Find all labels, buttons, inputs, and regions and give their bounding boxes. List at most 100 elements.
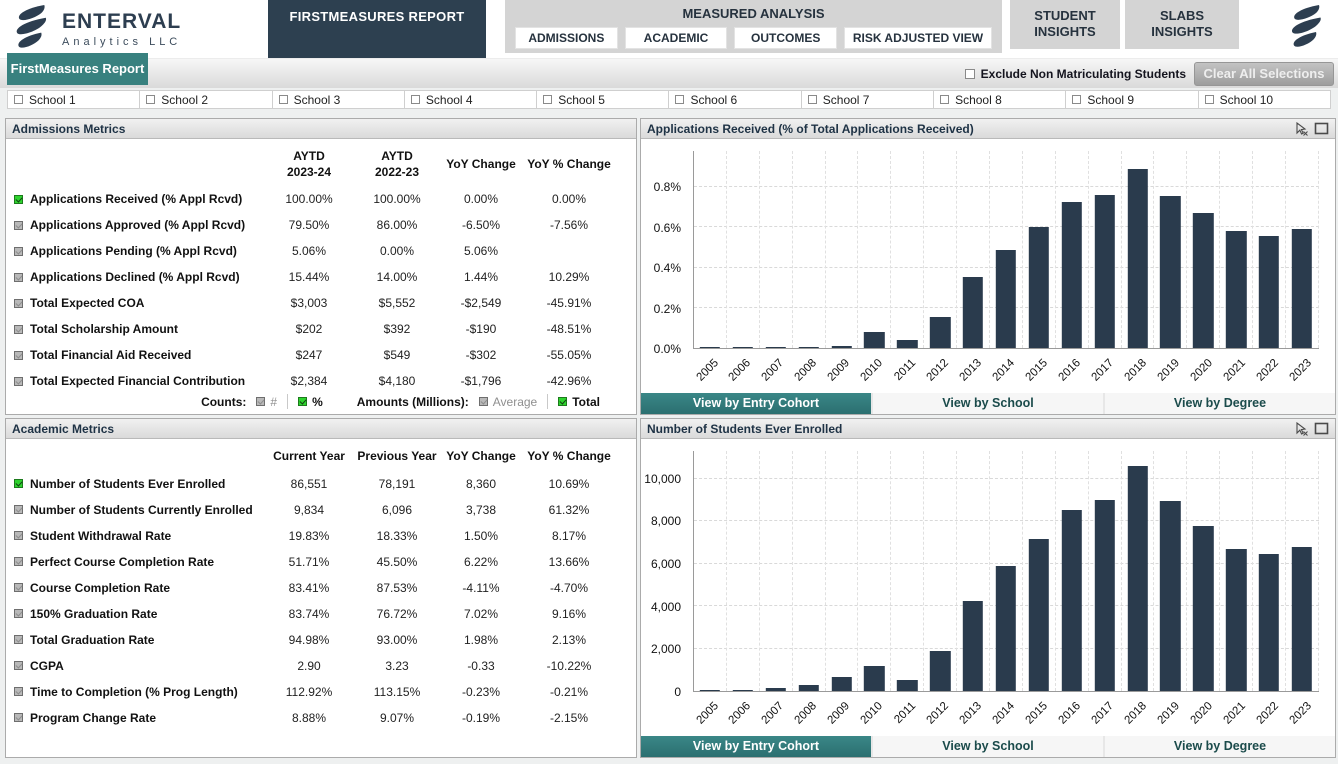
bar[interactable]	[831, 677, 852, 691]
bar[interactable]	[962, 276, 984, 348]
school-filter-item[interactable]: School 3	[271, 90, 405, 109]
bar[interactable]	[995, 249, 1017, 348]
lasso-select-icon[interactable]	[1294, 421, 1310, 436]
bar[interactable]	[798, 347, 819, 348]
bar[interactable]	[1094, 499, 1115, 691]
exclude-non-matriculating-checkbox[interactable]	[964, 69, 975, 79]
bar[interactable]	[699, 347, 721, 348]
school-checkbox[interactable]	[675, 95, 685, 104]
school-checkbox[interactable]	[1204, 95, 1214, 104]
view-by-button-view-by-entry-cohort[interactable]: View by Entry Cohort	[641, 393, 871, 414]
bar[interactable]	[765, 688, 786, 691]
school-checkbox[interactable]	[1072, 95, 1082, 104]
subtab-admissions[interactable]: ADMISSIONS	[515, 27, 618, 49]
bar[interactable]	[1193, 213, 1214, 348]
view-by-button-view-by-school[interactable]: View by School	[873, 736, 1103, 757]
school-checkbox[interactable]	[146, 95, 156, 104]
metric-checkbox[interactable]	[14, 531, 23, 541]
metric-checkbox[interactable]	[14, 194, 23, 204]
bar[interactable]	[1061, 510, 1082, 691]
bar[interactable]	[699, 689, 721, 691]
metric-checkbox[interactable]	[14, 661, 23, 671]
metric-checkbox[interactable]	[14, 350, 23, 360]
school-filter-item[interactable]: School 6	[668, 90, 802, 109]
bar[interactable]	[864, 665, 885, 691]
school-checkbox[interactable]	[14, 95, 23, 104]
school-filter-item[interactable]: School 2	[139, 90, 273, 109]
bar[interactable]	[1291, 229, 1313, 348]
metric-checkbox[interactable]	[14, 635, 23, 645]
bar[interactable]	[1193, 526, 1214, 691]
metric-checkbox[interactable]	[14, 324, 23, 334]
tab-slabs-insights[interactable]: SLABS INSIGHTS	[1125, 0, 1239, 49]
footer-option-checkbox[interactable]	[256, 397, 266, 407]
subtab-academic[interactable]: ACADEMIC	[624, 27, 728, 49]
bar[interactable]	[929, 650, 951, 691]
bar[interactable]	[1127, 169, 1148, 348]
school-filter-item[interactable]: School 4	[403, 90, 538, 109]
bar[interactable]	[1291, 546, 1313, 691]
maximize-icon[interactable]	[1314, 422, 1329, 435]
bar[interactable]	[765, 347, 786, 348]
bar[interactable]	[1160, 500, 1181, 691]
bar[interactable]	[1127, 465, 1148, 691]
metric-checkbox[interactable]	[14, 609, 23, 619]
bar[interactable]	[831, 346, 852, 348]
metric-checkbox[interactable]	[14, 557, 23, 567]
bar[interactable]	[864, 331, 885, 348]
school-filter-item[interactable]: School 8	[933, 90, 1067, 109]
metric-checkbox[interactable]	[14, 298, 23, 308]
school-filter-item[interactable]: School 10	[1197, 90, 1331, 109]
bar[interactable]	[1225, 548, 1247, 691]
bar[interactable]	[962, 600, 984, 691]
bar[interactable]	[732, 347, 754, 348]
bar[interactable]	[732, 689, 754, 691]
footer-option-checkbox[interactable]	[298, 397, 308, 407]
footer-option-checkbox[interactable]	[558, 397, 568, 407]
bar[interactable]	[1061, 202, 1082, 348]
view-by-button-view-by-degree[interactable]: View by Degree	[1105, 736, 1335, 757]
school-filter-item[interactable]: School 7	[800, 90, 935, 109]
bar[interactable]	[1258, 554, 1280, 691]
firstmeasures-report-button[interactable]: FirstMeasures Report	[7, 53, 148, 85]
metric-checkbox[interactable]	[14, 479, 23, 489]
school-checkbox[interactable]	[940, 95, 950, 104]
school-filter-item[interactable]: School 9	[1065, 90, 1199, 109]
bar[interactable]	[1225, 231, 1247, 348]
bar[interactable]	[1028, 539, 1050, 691]
view-by-button-view-by-school[interactable]: View by School	[873, 393, 1103, 414]
bar[interactable]	[1028, 227, 1050, 348]
school-filter-item[interactable]: School 5	[536, 90, 670, 109]
bar[interactable]	[897, 680, 918, 691]
maximize-icon[interactable]	[1314, 122, 1329, 135]
school-checkbox[interactable]	[278, 95, 288, 104]
metric-checkbox[interactable]	[14, 687, 23, 697]
school-checkbox[interactable]	[807, 95, 817, 104]
subtab-outcomes[interactable]: OUTCOMES	[734, 27, 838, 49]
bar[interactable]	[897, 339, 918, 348]
metric-checkbox[interactable]	[14, 505, 23, 515]
metric-checkbox[interactable]	[14, 376, 23, 386]
view-by-button-view-by-entry-cohort[interactable]: View by Entry Cohort	[641, 736, 871, 757]
view-by-button-view-by-degree[interactable]: View by Degree	[1105, 393, 1335, 414]
metric-checkbox[interactable]	[14, 713, 23, 723]
metric-checkbox[interactable]	[14, 220, 23, 230]
school-checkbox[interactable]	[410, 95, 420, 104]
tab-student-insights[interactable]: STUDENT INSIGHTS	[1010, 0, 1120, 49]
clear-all-selections-button[interactable]: Clear All Selections	[1194, 62, 1334, 86]
bar[interactable]	[798, 684, 819, 691]
metric-checkbox[interactable]	[14, 246, 23, 256]
subtab-risk-adjusted-view[interactable]: RISK ADJUSTED VIEW	[844, 27, 992, 49]
metric-checkbox[interactable]	[14, 583, 23, 593]
bar[interactable]	[1094, 195, 1115, 348]
lasso-select-icon[interactable]	[1294, 121, 1310, 136]
tab-firstmeasures-report[interactable]: FIRSTMEASURES REPORT	[268, 0, 486, 58]
bar[interactable]	[929, 316, 951, 348]
footer-option-checkbox[interactable]	[478, 397, 488, 407]
bar[interactable]	[995, 565, 1017, 691]
metric-checkbox[interactable]	[14, 272, 23, 282]
school-filter-item[interactable]: School 1	[7, 90, 141, 109]
bar[interactable]	[1160, 196, 1181, 348]
bar[interactable]	[1258, 236, 1280, 348]
school-checkbox[interactable]	[543, 95, 553, 104]
